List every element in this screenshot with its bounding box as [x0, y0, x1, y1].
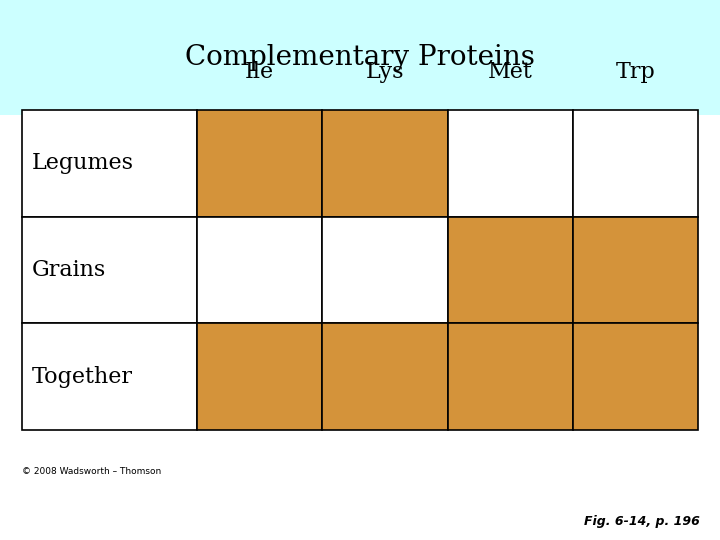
Text: Ile: Ile	[245, 61, 274, 83]
Bar	[572, 110, 698, 217]
Text: Legumes: Legumes	[32, 152, 134, 174]
Bar	[448, 323, 572, 430]
Bar	[0, 115, 720, 540]
Bar	[197, 110, 323, 217]
Bar	[572, 217, 698, 323]
Text: Fig. 6-14, p. 196: Fig. 6-14, p. 196	[584, 516, 700, 529]
Bar	[448, 110, 572, 217]
Text: Together: Together	[32, 366, 133, 388]
Text: Trp: Trp	[616, 61, 655, 83]
Text: Complementary Proteins: Complementary Proteins	[185, 44, 535, 71]
Bar	[323, 323, 448, 430]
Bar	[572, 323, 698, 430]
Bar	[22, 217, 197, 323]
Bar	[197, 323, 323, 430]
Text: Met: Met	[487, 61, 533, 83]
Text: © 2008 Wadsworth – Thomson: © 2008 Wadsworth – Thomson	[22, 468, 161, 476]
Bar	[323, 217, 448, 323]
Bar	[323, 110, 448, 217]
Text: Grains: Grains	[32, 259, 107, 281]
Text: Lys: Lys	[366, 61, 404, 83]
Bar	[448, 217, 572, 323]
Bar	[197, 217, 323, 323]
Bar	[22, 323, 197, 430]
Bar	[22, 110, 197, 217]
